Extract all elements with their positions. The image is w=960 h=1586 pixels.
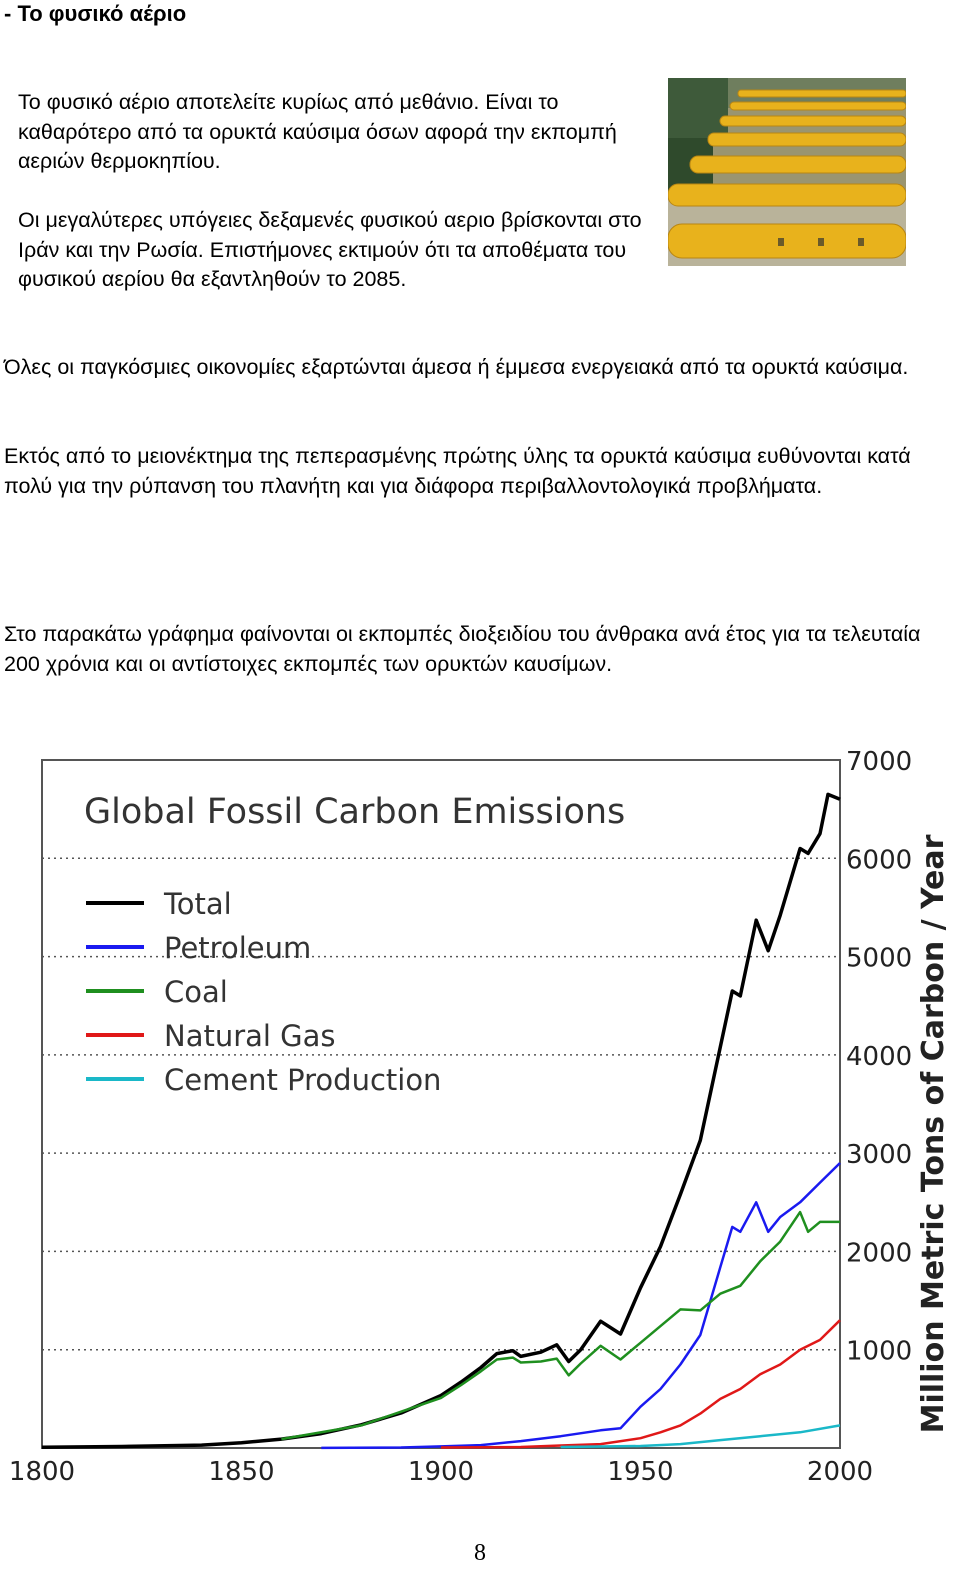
- series-line-coal: [281, 1210, 840, 1441]
- legend-label: Natural Gas: [164, 1019, 336, 1053]
- page-number: 8: [474, 1540, 486, 1566]
- chart-title: Global Fossil Carbon Emissions: [84, 792, 625, 832]
- paragraph-chart-intro: Στο παρακάτω γράφημα φαίνονται οι εκπομπ…: [4, 622, 921, 676]
- y-tick-label: 3000: [846, 1140, 912, 1170]
- y-axis-label: Million Metric Tons of Carbon / Year: [916, 834, 951, 1433]
- pipelines-image: [668, 78, 906, 266]
- gas-pipelines-photo: [668, 78, 906, 266]
- section-heading: - Το φυσικό αέριο: [4, 1, 187, 26]
- legend-label: Coal: [164, 975, 228, 1009]
- y-tick-label: 2000: [846, 1238, 912, 1268]
- chart-plot-frame: [41, 759, 841, 1449]
- x-tick-label: 1800: [9, 1457, 75, 1487]
- chart-svg: 1000 2000 3000 4000 5000 6000 7000 1800 1850 1900…: [9, 747, 951, 1487]
- paragraph-pollution: Εκτός από το μειονέκτημα της πεπερασμένη…: [4, 444, 911, 498]
- legend-label: Total: [163, 887, 232, 921]
- y-tick-label: 6000: [846, 845, 912, 875]
- x-tick-label: 1900: [408, 1457, 474, 1487]
- y-tick-label: 7000: [846, 747, 912, 777]
- x-tick-label: 1850: [208, 1457, 274, 1487]
- x-tick-label: 1950: [607, 1457, 673, 1487]
- legend-label: Cement Production: [164, 1063, 441, 1097]
- y-tick-label: 4000: [846, 1042, 912, 1072]
- y-tick-label: 5000: [846, 944, 912, 974]
- paragraph-gas-reserves: Οι μεγαλύτερες υπόγειες δεξαμενές φυσικο…: [18, 208, 642, 291]
- legend-label: Petroleum: [164, 931, 311, 965]
- x-tick-label: 2000: [807, 1457, 873, 1487]
- paragraph-natural-gas-composition: Το φυσικό αέριο αποτελείτε κυρίως από με…: [18, 90, 617, 173]
- series-line-petroleum: [321, 1162, 841, 1450]
- emissions-chart: 1000 2000 3000 4000 5000 6000 7000 1800 1850 1900…: [0, 738, 960, 1498]
- y-tick-label: 1000: [846, 1337, 912, 1367]
- series-line-cement-production: [560, 1424, 841, 1449]
- paragraph-economies-dependence: Όλες οι παγκόσμιες οικονομίες εξαρτώνται…: [4, 355, 909, 379]
- series-line-natural-gas: [440, 1319, 841, 1449]
